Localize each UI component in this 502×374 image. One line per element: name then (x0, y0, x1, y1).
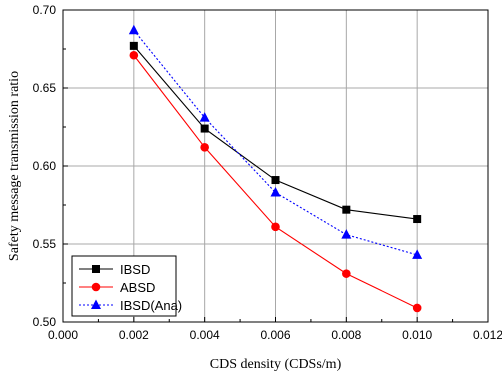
legend-item: IBSD (79, 262, 150, 277)
data-point-absd (271, 222, 280, 232)
y-tick-label: 0.50 (33, 315, 57, 329)
legend-label: IBSD (120, 262, 150, 277)
data-point-absd (412, 303, 422, 313)
x-tick-label: 0.012 (473, 328, 502, 342)
y-tick-label: 0.60 (33, 159, 57, 173)
tick-labels: 0.000 0.002 0.004 0.006 0.008 0.010 0.012 0.50 0… (33, 3, 502, 342)
legend-swatch-marker (91, 299, 101, 309)
legend-box (71, 255, 177, 317)
data-point-ibsd (413, 215, 422, 224)
ticks (62, 9, 489, 323)
data-point-ibsd (129, 41, 138, 50)
legend-item: IBSD(Ana) (79, 298, 182, 313)
x-tick-label: 0.010 (402, 328, 432, 342)
x-tick-label: 0.004 (190, 328, 220, 342)
data-point-ibsd-ana (128, 24, 139, 35)
data-point-ibsd-ana (270, 187, 281, 197)
data-point-absd (342, 269, 351, 278)
legend-label: ABSD (120, 280, 155, 295)
x-tick-label: 0.006 (260, 328, 290, 342)
y-axis-title: Safety message transmission ratio (7, 71, 22, 261)
data-point-ibsd (200, 124, 209, 133)
series-absd (129, 50, 422, 313)
data-point-ibsd-ana (199, 112, 210, 122)
data-point-ibsd (271, 176, 280, 185)
x-tick-label: 0.000 (48, 328, 78, 342)
series-ibsd-ana (128, 24, 423, 259)
series-ibsd (129, 41, 422, 224)
legend-item: ABSD (79, 280, 155, 295)
x-tick-label: 0.002 (119, 328, 149, 342)
x-tick-label: 0.008 (331, 328, 361, 342)
data-point-ibsd-ana (341, 229, 352, 239)
data-point-ibsd-ana (412, 249, 423, 259)
legend-label: IBSD(Ana) (120, 298, 182, 313)
data-point-absd (200, 142, 209, 152)
data-point-ibsd (342, 205, 351, 214)
y-tick-label: 0.65 (33, 81, 57, 95)
legend-swatch-marker (91, 282, 101, 292)
x-axis-title: CDS density (CDSs/m) (210, 357, 342, 372)
y-tick-label: 0.70 (33, 3, 57, 17)
y-tick-label: 0.55 (33, 237, 57, 251)
data-point-absd (129, 50, 139, 60)
legend-swatch-marker (92, 265, 100, 273)
grid (63, 10, 488, 322)
legend: IBSD ABSD IBSD(Ana) (71, 255, 182, 317)
series-layer (128, 24, 423, 313)
